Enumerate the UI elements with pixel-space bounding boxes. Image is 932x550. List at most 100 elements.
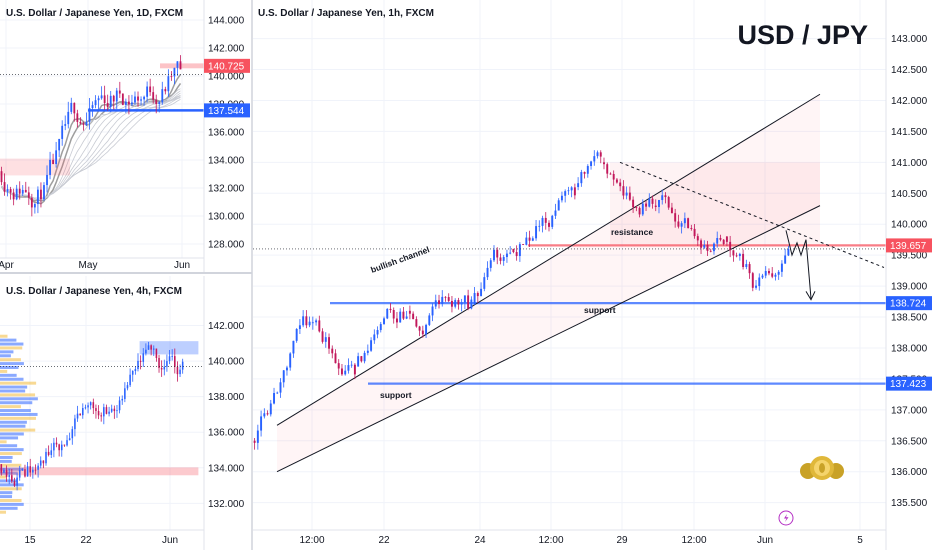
hourly-candle bbox=[784, 248, 787, 264]
volume-profile-bar bbox=[0, 424, 26, 428]
four-hour-resistance-zone bbox=[139, 341, 199, 355]
daily-candle bbox=[173, 67, 176, 85]
channel-fill bbox=[277, 94, 820, 472]
hourly-candle bbox=[687, 217, 690, 229]
hourly-candle bbox=[489, 258, 492, 272]
volume-profile-bar bbox=[0, 338, 17, 342]
daily-candle bbox=[94, 95, 97, 109]
lightning-icon[interactable] bbox=[778, 510, 794, 526]
hourly-price-badge bbox=[886, 376, 932, 391]
volume-profile-bar bbox=[0, 487, 22, 491]
hourly-candle bbox=[467, 289, 470, 311]
hourly-candle bbox=[742, 249, 745, 270]
daily-candle bbox=[143, 95, 145, 106]
hourly-candle bbox=[528, 230, 531, 247]
daily-price-tick: 128.000 bbox=[208, 240, 245, 251]
hourly-candle bbox=[366, 344, 369, 356]
hourly-candle bbox=[399, 308, 402, 323]
hourly-candle bbox=[386, 308, 389, 320]
hourly-price-badge-label: 137.423 bbox=[890, 379, 927, 390]
hourly-candle bbox=[586, 164, 589, 178]
hourly-price-axis[interactable] bbox=[886, 0, 932, 550]
hourly-candle bbox=[450, 295, 453, 313]
hourly-price-tick: 138.500 bbox=[891, 313, 928, 324]
daily-candle bbox=[164, 86, 167, 95]
four-hour-candle bbox=[60, 440, 63, 457]
hourly-candle bbox=[719, 234, 722, 242]
daily-candle bbox=[12, 188, 15, 206]
four-hour-candle bbox=[42, 460, 45, 469]
hourly-candle bbox=[693, 223, 696, 239]
four-hour-candle bbox=[176, 361, 179, 382]
hourly-candle bbox=[308, 316, 311, 328]
four-hour-candle bbox=[0, 464, 3, 476]
hourly-candle bbox=[412, 311, 415, 320]
channel-upper-line bbox=[276, 93, 821, 426]
hourly-candle bbox=[470, 296, 473, 310]
daily-candle bbox=[131, 94, 133, 107]
hourly-candle bbox=[531, 236, 534, 242]
daily-candle bbox=[30, 193, 33, 217]
hourly-candle bbox=[713, 242, 715, 255]
volume-profile-bar bbox=[0, 401, 33, 405]
four-hour-candle bbox=[150, 344, 152, 356]
daily-time-tick: Apr bbox=[0, 260, 14, 271]
hourly-price-tick: 136.000 bbox=[891, 467, 928, 478]
daily-candle bbox=[179, 55, 182, 70]
daily-candle bbox=[103, 85, 106, 110]
four-hour-candle bbox=[95, 404, 97, 419]
hourly-candle bbox=[606, 162, 609, 179]
hourly-time-tick: 12:00 bbox=[299, 535, 324, 546]
volume-profile-bar bbox=[0, 358, 21, 362]
hourly-candle bbox=[596, 150, 599, 159]
four-hour-price-tick: 140.000 bbox=[208, 357, 245, 368]
daily-price-badge-label: 140.725 bbox=[208, 61, 245, 72]
hourly-candle bbox=[328, 333, 330, 354]
daily-candle bbox=[43, 182, 45, 201]
four-hour-price-axis[interactable] bbox=[204, 276, 252, 550]
hourly-candle bbox=[347, 358, 350, 374]
daily-candle bbox=[18, 181, 21, 200]
four-hour-candle bbox=[71, 426, 74, 445]
daily-candle bbox=[79, 117, 82, 125]
volume-profile-bar bbox=[0, 397, 38, 401]
hourly-candle bbox=[544, 212, 547, 230]
hourly-candle bbox=[273, 387, 275, 405]
daily-time-tick: Jun bbox=[174, 260, 190, 271]
daily-chart-title: U.S. Dollar / Japanese Yen, 1D, FXCM bbox=[6, 8, 183, 19]
four-hour-price-tick: 134.000 bbox=[208, 463, 245, 474]
hourly-candle bbox=[454, 298, 457, 309]
four-hour-candle bbox=[152, 345, 155, 357]
volume-profile-bar bbox=[0, 510, 6, 514]
hourly-candle bbox=[635, 206, 638, 212]
four-hour-candle bbox=[37, 463, 39, 478]
daily-candle bbox=[27, 186, 30, 205]
volume-profile-bar bbox=[0, 385, 28, 389]
four-hour-price-tick: 138.000 bbox=[208, 392, 245, 403]
volume-profile-bar bbox=[0, 502, 24, 506]
daily-price-axis[interactable] bbox=[204, 0, 252, 272]
hourly-candle bbox=[311, 316, 314, 330]
four-hour-price-tick: 132.000 bbox=[208, 499, 245, 510]
hourly-candle bbox=[645, 200, 648, 212]
hourly-candle bbox=[560, 191, 563, 203]
volume-profile-bar bbox=[0, 479, 18, 483]
daily-candle bbox=[15, 184, 18, 201]
four-hour-candle bbox=[134, 366, 137, 375]
four-hour-candle bbox=[87, 402, 89, 414]
hourly-candle bbox=[674, 208, 677, 228]
hourly-chart[interactable]: U.S. Dollar / Japanese Yen, 1h, FXCM USD… bbox=[253, 0, 932, 550]
daily-candle bbox=[115, 87, 118, 110]
hourly-candle bbox=[590, 160, 593, 170]
daily-chart[interactable]: U.S. Dollar / Japanese Yen, 1D, FXCM Apr… bbox=[0, 0, 252, 272]
hourly-candle bbox=[771, 267, 774, 279]
four-hour-candle bbox=[21, 468, 24, 471]
hourly-candle bbox=[580, 169, 583, 187]
four-hour-chart[interactable]: U.S. Dollar / Japanese Yen, 4h, FXCM 15 2… bbox=[0, 272, 252, 550]
volume-profile-bar bbox=[0, 346, 23, 350]
daily-price-badge-label: 137.544 bbox=[208, 106, 245, 117]
hourly-candle bbox=[787, 245, 790, 257]
volume-profile-bar bbox=[0, 459, 12, 463]
four-hour-candle bbox=[166, 354, 168, 372]
volume-profile-bar bbox=[0, 342, 24, 346]
